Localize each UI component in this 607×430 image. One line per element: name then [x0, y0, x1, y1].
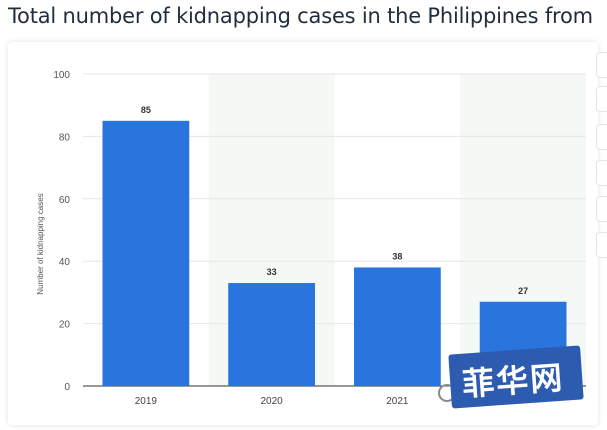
x-tick-label: 2019 [135, 396, 158, 407]
y-tick-label: 100 [53, 70, 70, 81]
y-tick-label: 20 [59, 320, 71, 331]
x-tick-label: 2020 [261, 396, 284, 407]
watermark-logo: 菲华网 [438, 344, 598, 414]
toolbar-button-5[interactable] [596, 196, 607, 222]
data-label-2019: 85 [141, 105, 151, 115]
data-label-2022: 27 [518, 286, 528, 296]
y-tick-label: 60 [59, 195, 71, 206]
watermark-text: 菲华网 [460, 358, 566, 404]
y-tick-label: 40 [59, 257, 71, 268]
toolbar-button-6[interactable] [596, 232, 607, 258]
toolbar-button-3[interactable] [596, 124, 607, 150]
data-label-2021: 38 [392, 251, 402, 261]
bar-2021[interactable] [353, 267, 441, 386]
toolbar-button-1[interactable] [596, 52, 607, 78]
bar-2020[interactable] [228, 283, 316, 386]
y-tick-label: 80 [59, 132, 71, 143]
y-axis-label: Number of kidnapping cases [36, 193, 45, 294]
chart-toolbar [596, 48, 607, 268]
data-label-2020: 33 [267, 267, 277, 277]
toolbar-button-2[interactable] [596, 86, 607, 112]
bar-2019[interactable] [102, 120, 190, 387]
toolbar-button-4[interactable] [596, 160, 607, 186]
chart-card: 0 20 40 60 80 100 85 33 38 27 2019 2020 2021 Numbe… [8, 42, 598, 425]
page-title: Total number of kidnapping cases in the … [8, 4, 593, 28]
x-tick-label: 2021 [386, 396, 409, 407]
y-tick-label: 0 [64, 382, 70, 393]
